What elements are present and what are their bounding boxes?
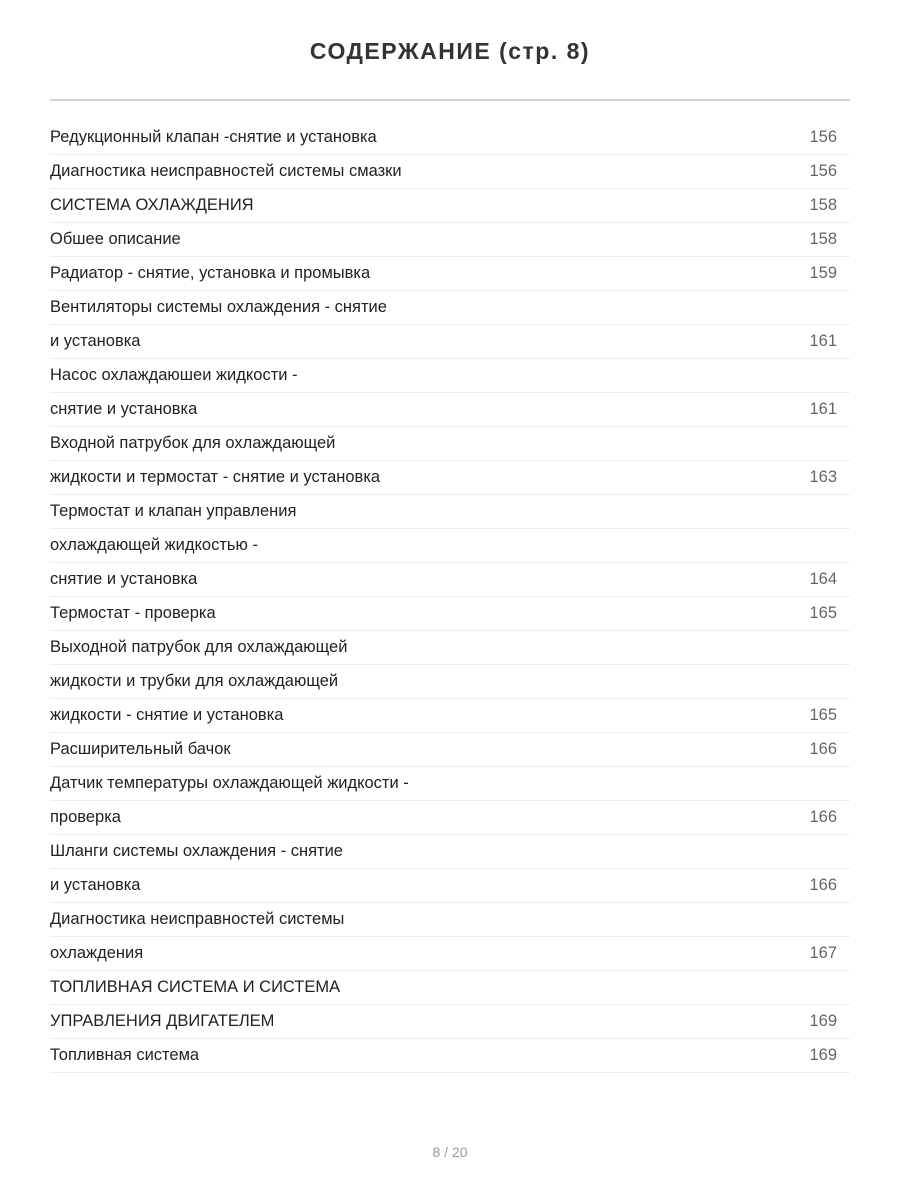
toc-entry-title: Вентиляторы системы охлаждения - снятие <box>50 298 387 316</box>
toc-entry-page: 158 <box>809 196 837 214</box>
toc-entry-page: 166 <box>809 808 837 826</box>
toc-entry[interactable]: Диагностика неисправностей системы смазк… <box>50 155 850 189</box>
toc-entry-title: Выходной патрубок для охлаждающей <box>50 638 348 656</box>
toc-entry[interactable]: снятие и установка 164 <box>50 563 850 597</box>
toc-entry-title: жидкости - снятие и установка <box>50 706 284 724</box>
toc-entry-page: 164 <box>809 570 837 588</box>
toc-entry-title: и установка <box>50 332 141 350</box>
toc-entry-title: Термостат и клапан управления <box>50 502 297 520</box>
toc-entry-title: снятие и установка <box>50 400 198 418</box>
toc-entry-title: Редукционный клапан -снятие и установка <box>50 128 377 146</box>
toc-entry-page: 165 <box>809 604 837 622</box>
toc-entry-title: Расширительный бачок <box>50 740 231 758</box>
toc-entry[interactable]: и установка 166 <box>50 869 850 903</box>
toc-entry-title: проверка <box>50 808 121 826</box>
toc-entry-page: 163 <box>809 468 837 486</box>
toc-entry-title: ТОПЛИВНАЯ СИСТЕМА И СИСТЕМА <box>50 978 341 996</box>
toc-entry[interactable]: Термостат - проверка 165 <box>50 597 850 631</box>
toc-entry[interactable]: жидкости и термостат - снятие и установк… <box>50 461 850 495</box>
toc-entry-page: 158 <box>809 230 837 248</box>
toc-entry-title: Шланги системы охлаждения - снятие <box>50 842 343 860</box>
toc-entry-title: Радиатор - снятие, установка и промывка <box>50 264 371 282</box>
toc-entry-page: 169 <box>809 1046 837 1064</box>
title-divider <box>50 99 850 101</box>
toc-entry-page: 166 <box>809 740 837 758</box>
toc-entry-title: жидкости и термостат - снятие и установк… <box>50 468 381 486</box>
toc-entry[interactable]: снятие и установка 161 <box>50 393 850 427</box>
toc-entry[interactable]: Диагностика неисправностей системы <box>50 903 850 937</box>
toc-entry-title: Обшее описание <box>50 230 181 248</box>
toc-entry[interactable]: УПРАВЛЕНИЯ ДВИГАТЕЛЕМ 169 <box>50 1005 850 1039</box>
toc-entry-title: Диагностика неисправностей системы <box>50 910 345 928</box>
toc-entry-page: 166 <box>809 876 837 894</box>
toc-entry-title: жидкости и трубки для охлаждающей <box>50 672 339 690</box>
toc-entry[interactable]: Вентиляторы системы охлаждения - снятие <box>50 291 850 325</box>
toc-entry-title: Термостат - проверка <box>50 604 216 622</box>
toc-entry-page: 165 <box>809 706 837 724</box>
toc-entry-page: 156 <box>809 128 837 146</box>
toc-entry-title: Диагностика неисправностей системы смазк… <box>50 162 402 180</box>
toc-entry-page: 169 <box>809 1012 837 1030</box>
toc-entry-page: 161 <box>809 400 837 418</box>
toc-entry-title: Насос охлаждаюшеи жидкости - <box>50 366 298 384</box>
toc-entry-title: охлаждения <box>50 944 144 962</box>
toc-entry[interactable]: и установка 161 <box>50 325 850 359</box>
toc-entry[interactable]: Расширительный бачок 166 <box>50 733 850 767</box>
toc-entry[interactable]: охлаждающей жидкостью - <box>50 529 850 563</box>
toc-entry[interactable]: Термостат и клапан управления <box>50 495 850 529</box>
toc-entry[interactable]: охлаждения 167 <box>50 937 850 971</box>
toc-entry-title: УПРАВЛЕНИЯ ДВИГАТЕЛЕМ <box>50 1012 275 1030</box>
toc-entry-page: 156 <box>809 162 837 180</box>
toc-entry[interactable]: ТОПЛИВНАЯ СИСТЕМА И СИСТЕМА <box>50 971 850 1005</box>
toc-entry[interactable]: Радиатор - снятие, установка и промывка 1… <box>50 257 850 291</box>
toc-entry-page: 159 <box>809 264 837 282</box>
toc-entry-title: СИСТЕМА ОХЛАЖДЕНИЯ <box>50 196 254 214</box>
toc-entry-title: охлаждающей жидкостью - <box>50 536 258 554</box>
toc-entry-page: 167 <box>809 944 837 962</box>
page-title: СОДЕРЖАНИЕ (стр. 8) <box>309 38 591 64</box>
toc-entry[interactable]: жидкости и трубки для охлаждающей <box>50 665 850 699</box>
toc-entry-page: 161 <box>809 332 837 350</box>
table-of-contents: Редукционный клапан -снятие и установка 1… <box>50 121 850 1073</box>
page-indicator: 8 / 20 <box>432 1144 468 1160</box>
toc-entry[interactable]: Обшее описание 158 <box>50 223 850 257</box>
toc-entry[interactable]: Входной патрубок для охлаждающей <box>50 427 850 461</box>
toc-entry[interactable]: жидкости - снятие и установка 165 <box>50 699 850 733</box>
toc-entry[interactable]: Редукционный клапан -снятие и установка 1… <box>50 121 850 155</box>
toc-entry[interactable]: Топливная система 169 <box>50 1039 850 1073</box>
toc-entry-title: Топливная система <box>50 1046 200 1064</box>
toc-entry[interactable]: Выходной патрубок для охлаждающей <box>50 631 850 665</box>
toc-entry[interactable]: Шланги системы охлаждения - снятие <box>50 835 850 869</box>
toc-entry[interactable]: проверка 166 <box>50 801 850 835</box>
toc-entry[interactable]: Датчик температуры охлаждающей жидкости … <box>50 767 850 801</box>
toc-entry-title: Датчик температуры охлаждающей жидкости … <box>50 774 409 792</box>
toc-entry-title: и установка <box>50 876 141 894</box>
toc-entry[interactable]: СИСТЕМА ОХЛАЖДЕНИЯ 158 <box>50 189 850 223</box>
toc-entry-title: Входной патрубок для охлаждающей <box>50 434 336 452</box>
toc-entry[interactable]: Насос охлаждаюшеи жидкости - <box>50 359 850 393</box>
toc-entry-title: снятие и установка <box>50 570 198 588</box>
